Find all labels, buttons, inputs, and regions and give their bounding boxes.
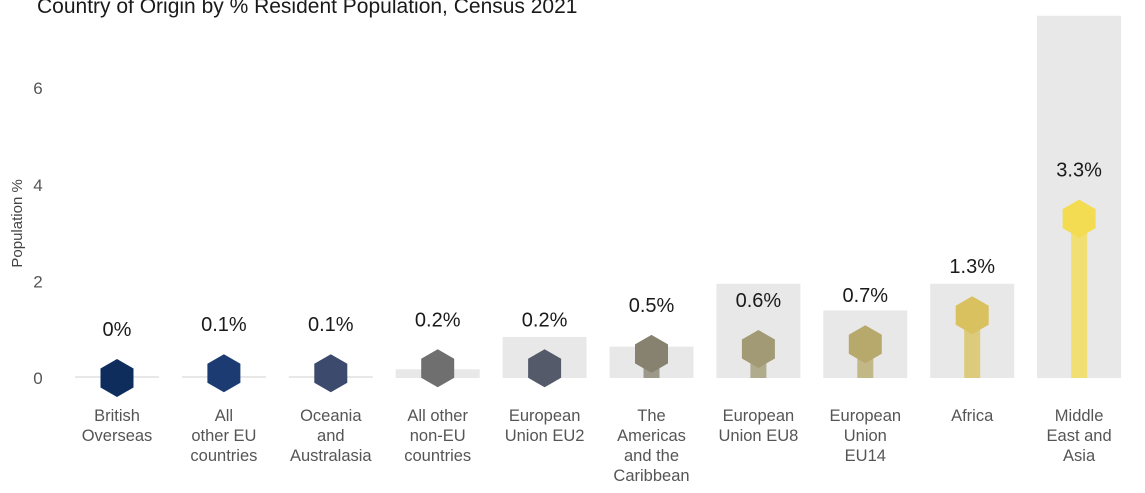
category-label-line: European xyxy=(509,407,581,425)
hexagon-marker xyxy=(741,330,775,368)
category-label: British Overseas xyxy=(82,407,153,445)
hexagon-marker xyxy=(635,334,668,373)
hexagon-marker xyxy=(848,325,882,364)
category-label: European Union EU2 xyxy=(505,407,585,445)
y-tick-label: 0 xyxy=(33,369,42,388)
category-label-line: Caribbean xyxy=(613,467,689,485)
hexagon-marker xyxy=(100,359,134,397)
category-label-line: All other xyxy=(407,407,468,425)
y-tick-label: 6 xyxy=(33,79,42,98)
category-label-line: non-EU xyxy=(410,427,466,445)
category-label-line: EU14 xyxy=(845,447,886,465)
y-axis-title: Population % xyxy=(9,179,26,267)
category-label-line: and xyxy=(317,427,345,445)
category-label-line: Africa xyxy=(951,407,994,425)
category-label-line: other EU xyxy=(191,427,256,445)
lollipop-stem xyxy=(1071,218,1088,378)
value-label: 0.2% xyxy=(415,309,461,331)
value-label: 0.2% xyxy=(522,309,568,331)
category-label-line: countries xyxy=(404,447,471,465)
category-label-line: European xyxy=(723,407,795,425)
category-label-line: Asia xyxy=(1063,447,1096,465)
category-label-line: East and xyxy=(1047,427,1112,445)
category-label: Middle East and Asia xyxy=(1047,407,1112,465)
value-label: 0% xyxy=(103,319,132,341)
category-label-line: The xyxy=(637,407,665,425)
value-label: 1.3% xyxy=(949,256,995,278)
value-label: 0.1% xyxy=(308,314,354,336)
category-label: European Union EU8 xyxy=(719,407,799,445)
category-label-line: and the xyxy=(624,447,679,465)
category-label: European Union EU14 xyxy=(830,407,902,465)
value-label: 0.1% xyxy=(201,314,247,336)
category-label-line: Overseas xyxy=(82,427,153,445)
category-label-line: All xyxy=(215,407,233,425)
value-label: 0.6% xyxy=(736,290,782,312)
y-tick-label: 2 xyxy=(33,272,42,291)
category-label: Africa xyxy=(951,407,994,425)
category-label-line: Australasia xyxy=(290,447,372,465)
value-label: 0.7% xyxy=(843,285,889,307)
value-label: 0.5% xyxy=(629,295,675,317)
hexagon-marker xyxy=(421,349,455,388)
hexagon-marker xyxy=(314,354,348,393)
value-label: 3.3% xyxy=(1056,160,1102,182)
y-tick-label: 4 xyxy=(33,176,42,195)
category-label-line: Union EU8 xyxy=(719,427,799,445)
hexagon-marker xyxy=(207,354,241,393)
category-label-line: European xyxy=(830,407,902,425)
category-label: Oceania and Australasia xyxy=(290,407,372,465)
hexagon-marker xyxy=(528,349,562,388)
category-label: The Americas and the Caribbean xyxy=(613,407,689,485)
category-label: All other EU countries xyxy=(190,407,257,465)
category-label: All other non-EU countries xyxy=(404,407,471,465)
category-label-line: Union EU2 xyxy=(505,427,585,445)
category-label-line: Union xyxy=(844,427,887,445)
category-label-line: countries xyxy=(190,447,257,465)
category-label-line: Americas xyxy=(617,427,686,445)
hexagon-marker xyxy=(955,296,989,335)
category-label-line: British xyxy=(94,407,140,425)
category-label-line: Middle xyxy=(1055,407,1104,425)
hexagon-marker xyxy=(1062,199,1096,238)
chart-title: Country of Origin by % Resident Populati… xyxy=(37,0,578,18)
category-label-line: Oceania xyxy=(300,407,362,425)
